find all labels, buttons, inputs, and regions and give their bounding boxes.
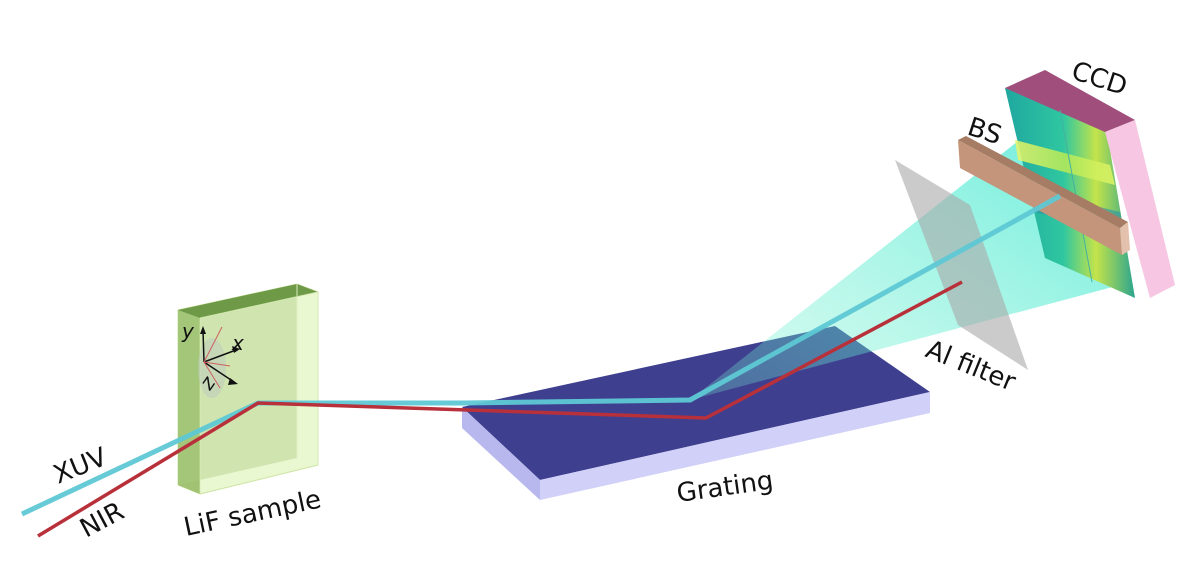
grating-label: Grating xyxy=(675,466,775,509)
lif-sample xyxy=(177,283,319,495)
ccd-side-face xyxy=(1105,120,1175,298)
xuv-beam xyxy=(20,193,1062,517)
ccd-top-face xyxy=(1005,70,1135,132)
nir-label: NIR xyxy=(75,496,129,544)
nir-beam xyxy=(37,280,963,538)
al-filter xyxy=(895,160,1028,370)
axes-icon: y x z xyxy=(181,319,244,398)
axis-y-label: y xyxy=(181,319,195,343)
xuv-label: XUV xyxy=(49,442,111,490)
grating-front-side xyxy=(462,407,540,500)
beam-stop xyxy=(958,136,1130,255)
grating-right-side xyxy=(540,392,930,500)
beam-stop-face xyxy=(958,140,1122,255)
axis-x-label: x xyxy=(231,331,244,355)
sample-top-face xyxy=(178,284,318,318)
